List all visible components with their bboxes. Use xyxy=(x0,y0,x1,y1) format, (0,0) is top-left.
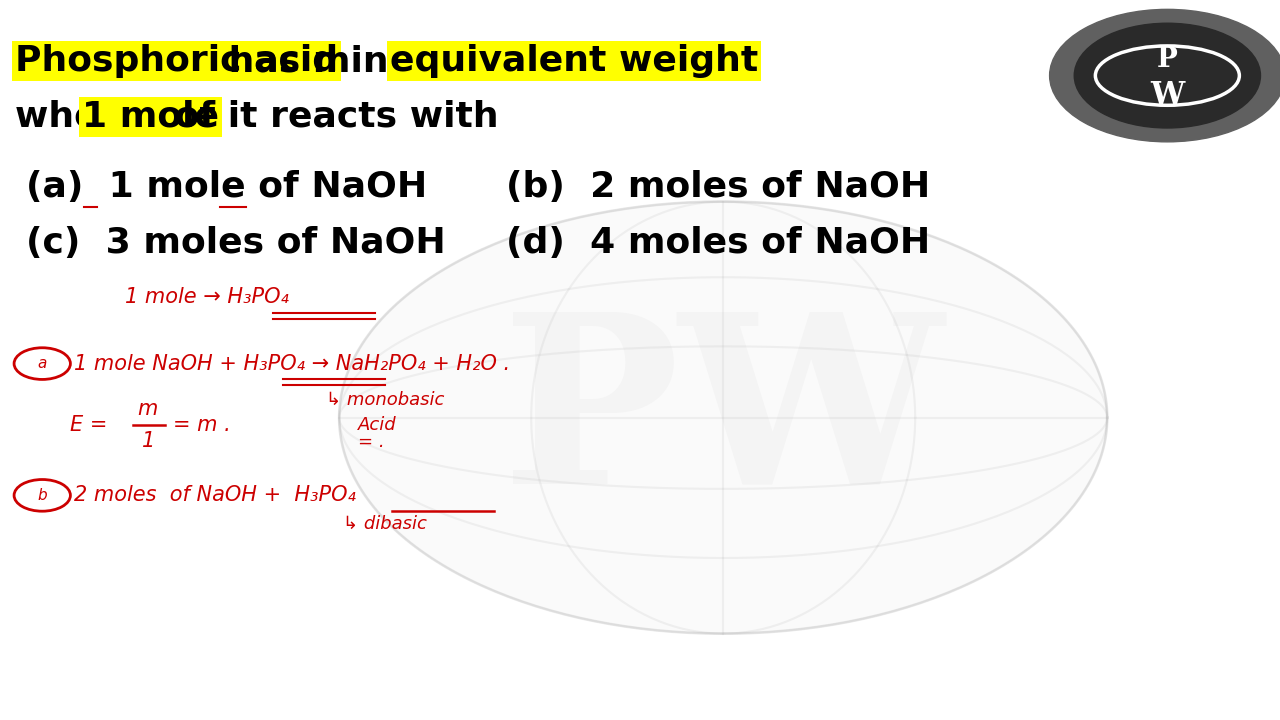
Text: has minimum: has minimum xyxy=(216,44,515,78)
Text: 1 mole → H₃PO₄: 1 mole → H₃PO₄ xyxy=(125,287,289,307)
Text: of it reacts with: of it reacts with xyxy=(163,99,499,134)
Text: 2 moles  of NaOH +  H₃PO₄: 2 moles of NaOH + H₃PO₄ xyxy=(74,485,356,505)
Text: (d)  4 moles of NaOH: (d) 4 moles of NaOH xyxy=(506,226,929,261)
Text: 1 mole NaOH + H₃PO₄ → NaH₂PO₄ + H₂O .: 1 mole NaOH + H₃PO₄ → NaH₂PO₄ + H₂O . xyxy=(74,354,511,374)
Text: a: a xyxy=(37,356,47,371)
Text: (b)  2 moles of NaOH: (b) 2 moles of NaOH xyxy=(506,170,929,204)
Text: = .: = . xyxy=(358,433,385,451)
Text: equivalent weight: equivalent weight xyxy=(390,44,758,78)
Text: Phosphoric acid: Phosphoric acid xyxy=(15,44,338,78)
Text: E =: E = xyxy=(70,415,108,435)
Text: b: b xyxy=(37,488,47,503)
Text: 1: 1 xyxy=(142,431,155,451)
Text: (a)  1 mole of NaOH: (a) 1 mole of NaOH xyxy=(26,170,426,204)
Text: (c)  3 moles of NaOH: (c) 3 moles of NaOH xyxy=(26,226,445,261)
Circle shape xyxy=(339,202,1107,634)
Text: 1 mole: 1 mole xyxy=(82,99,219,134)
Text: P: P xyxy=(1157,46,1178,73)
Text: ↳ monobasic: ↳ monobasic xyxy=(326,390,444,409)
Text: W: W xyxy=(1151,80,1184,112)
Text: = m .: = m . xyxy=(173,415,230,435)
Text: ↳ dibasic: ↳ dibasic xyxy=(343,516,428,533)
Circle shape xyxy=(1050,9,1280,142)
Circle shape xyxy=(1074,23,1261,128)
Text: PW: PW xyxy=(502,303,945,532)
Text: m: m xyxy=(137,399,157,419)
Text: Acid: Acid xyxy=(358,416,397,433)
Text: when: when xyxy=(15,99,137,134)
